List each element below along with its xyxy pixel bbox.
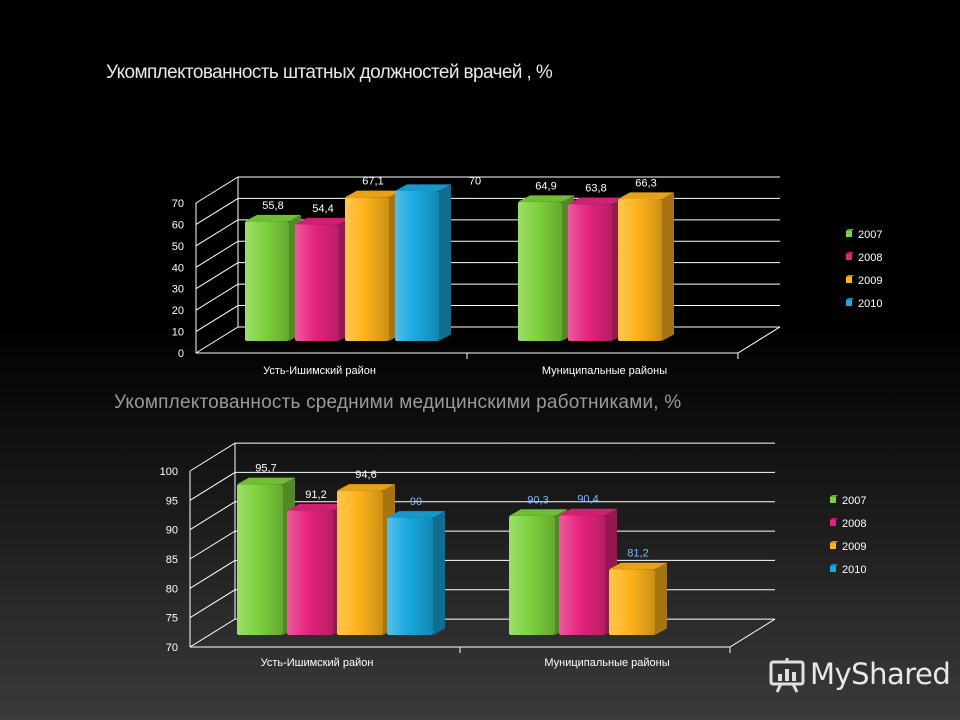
legend-label: 2009 — [858, 275, 882, 287]
legend-swatch — [846, 254, 852, 260]
legend-item-2010: 2010 — [846, 298, 882, 310]
y-tick-label: 100 — [160, 466, 178, 478]
data-label: 90,3 — [527, 494, 548, 506]
chart-2-title: Укомплектованность средними медицинскими… — [114, 392, 682, 413]
y-tick-label: 70 — [172, 198, 184, 210]
myshared-logo[interactable]: MyShared — [767, 652, 951, 696]
legend-label: 2009 — [842, 541, 866, 553]
data-label: 54,4 — [312, 203, 333, 215]
y-tick-label: 20 — [172, 305, 184, 317]
data-label: 90 — [410, 496, 422, 508]
data-label: 70 — [469, 175, 481, 187]
data-label: 63,8 — [585, 183, 606, 195]
legend-swatch — [830, 566, 836, 572]
legend-swatch — [830, 543, 836, 549]
legend-swatch — [846, 300, 852, 306]
category-label: Усть-Ишимский район — [263, 365, 376, 377]
legend-label: 2010 — [858, 298, 882, 310]
data-label: 91,2 — [305, 489, 326, 501]
data-label: 64,9 — [535, 180, 556, 192]
y-tick-label: 30 — [172, 284, 184, 296]
data-label: 90,4 — [577, 494, 598, 506]
bar-2010-ust-ishim — [395, 184, 451, 341]
bar-2007-municipal — [509, 509, 567, 635]
chart-2-grid — [189, 442, 776, 653]
bar-2008-ust-ishim — [287, 504, 345, 635]
bar-2009-municipal — [609, 562, 667, 635]
bar-2008-ust-ishim — [295, 217, 351, 341]
bar-2008-municipal — [568, 197, 624, 341]
data-label: 95,7 — [255, 463, 276, 475]
legend-label: 2007 — [858, 229, 882, 241]
y-tick-label: 60 — [172, 219, 184, 231]
bar-2008-municipal — [559, 508, 617, 635]
legend-label: 2008 — [858, 252, 882, 264]
y-tick-label: 85 — [166, 554, 178, 566]
legend-item-2008: 2008 — [846, 252, 882, 264]
y-tick-label: 0 — [178, 348, 184, 360]
legend-label: 2008 — [842, 518, 866, 530]
bar-2009-ust-ishim — [337, 484, 395, 635]
y-tick-label: 50 — [172, 241, 184, 253]
legend-swatch — [846, 277, 852, 283]
legend-swatch — [830, 497, 836, 503]
chart-1-title: Укомплектованность штатных должностей вр… — [106, 62, 553, 83]
bar-2007-ust-ishim — [245, 214, 301, 341]
y-tick-label: 95 — [166, 495, 178, 507]
bar-2010-ust-ishim — [387, 511, 445, 635]
y-tick-label: 75 — [166, 613, 178, 625]
legend-item-2007: 2007 — [830, 495, 866, 507]
data-label: 67,1 — [362, 176, 383, 188]
data-label: 94,6 — [355, 469, 376, 481]
legend-item-2009: 2009 — [830, 541, 866, 553]
y-tick-label: 40 — [172, 262, 184, 274]
bar-2007-ust-ishim — [237, 477, 295, 635]
chart-1: 0 10 20 30 40 50 60 70 Усть-Ишимский район Муници… — [172, 175, 882, 377]
bar-2009-municipal — [618, 192, 674, 341]
legend-label: 2010 — [842, 564, 866, 576]
y-tick-label: 10 — [172, 327, 184, 339]
category-label: Муниципальные районы — [544, 657, 669, 669]
presentation-icon — [769, 658, 805, 693]
y-tick-label: 90 — [166, 525, 178, 537]
legend-swatch — [830, 520, 836, 526]
brand-name: MyShared — [810, 657, 951, 691]
category-label: Муниципальные районы — [542, 365, 667, 377]
legend-label: 2007 — [842, 495, 866, 507]
bar-2007-municipal — [518, 195, 574, 341]
category-label: Усть-Ишимский район — [261, 657, 374, 669]
data-label: 55,8 — [262, 200, 283, 212]
data-label: 66,3 — [635, 177, 656, 189]
data-label: 81,2 — [627, 548, 648, 560]
legend-item-2009: 2009 — [846, 275, 882, 287]
legend-item-2008: 2008 — [830, 518, 866, 530]
legend-item-2007: 2007 — [846, 229, 882, 241]
y-tick-label: 70 — [166, 642, 178, 654]
y-tick-label: 80 — [166, 583, 178, 595]
legend-item-2010: 2010 — [830, 564, 866, 576]
bar-2009-ust-ishim — [345, 190, 401, 341]
legend-swatch — [846, 231, 852, 237]
